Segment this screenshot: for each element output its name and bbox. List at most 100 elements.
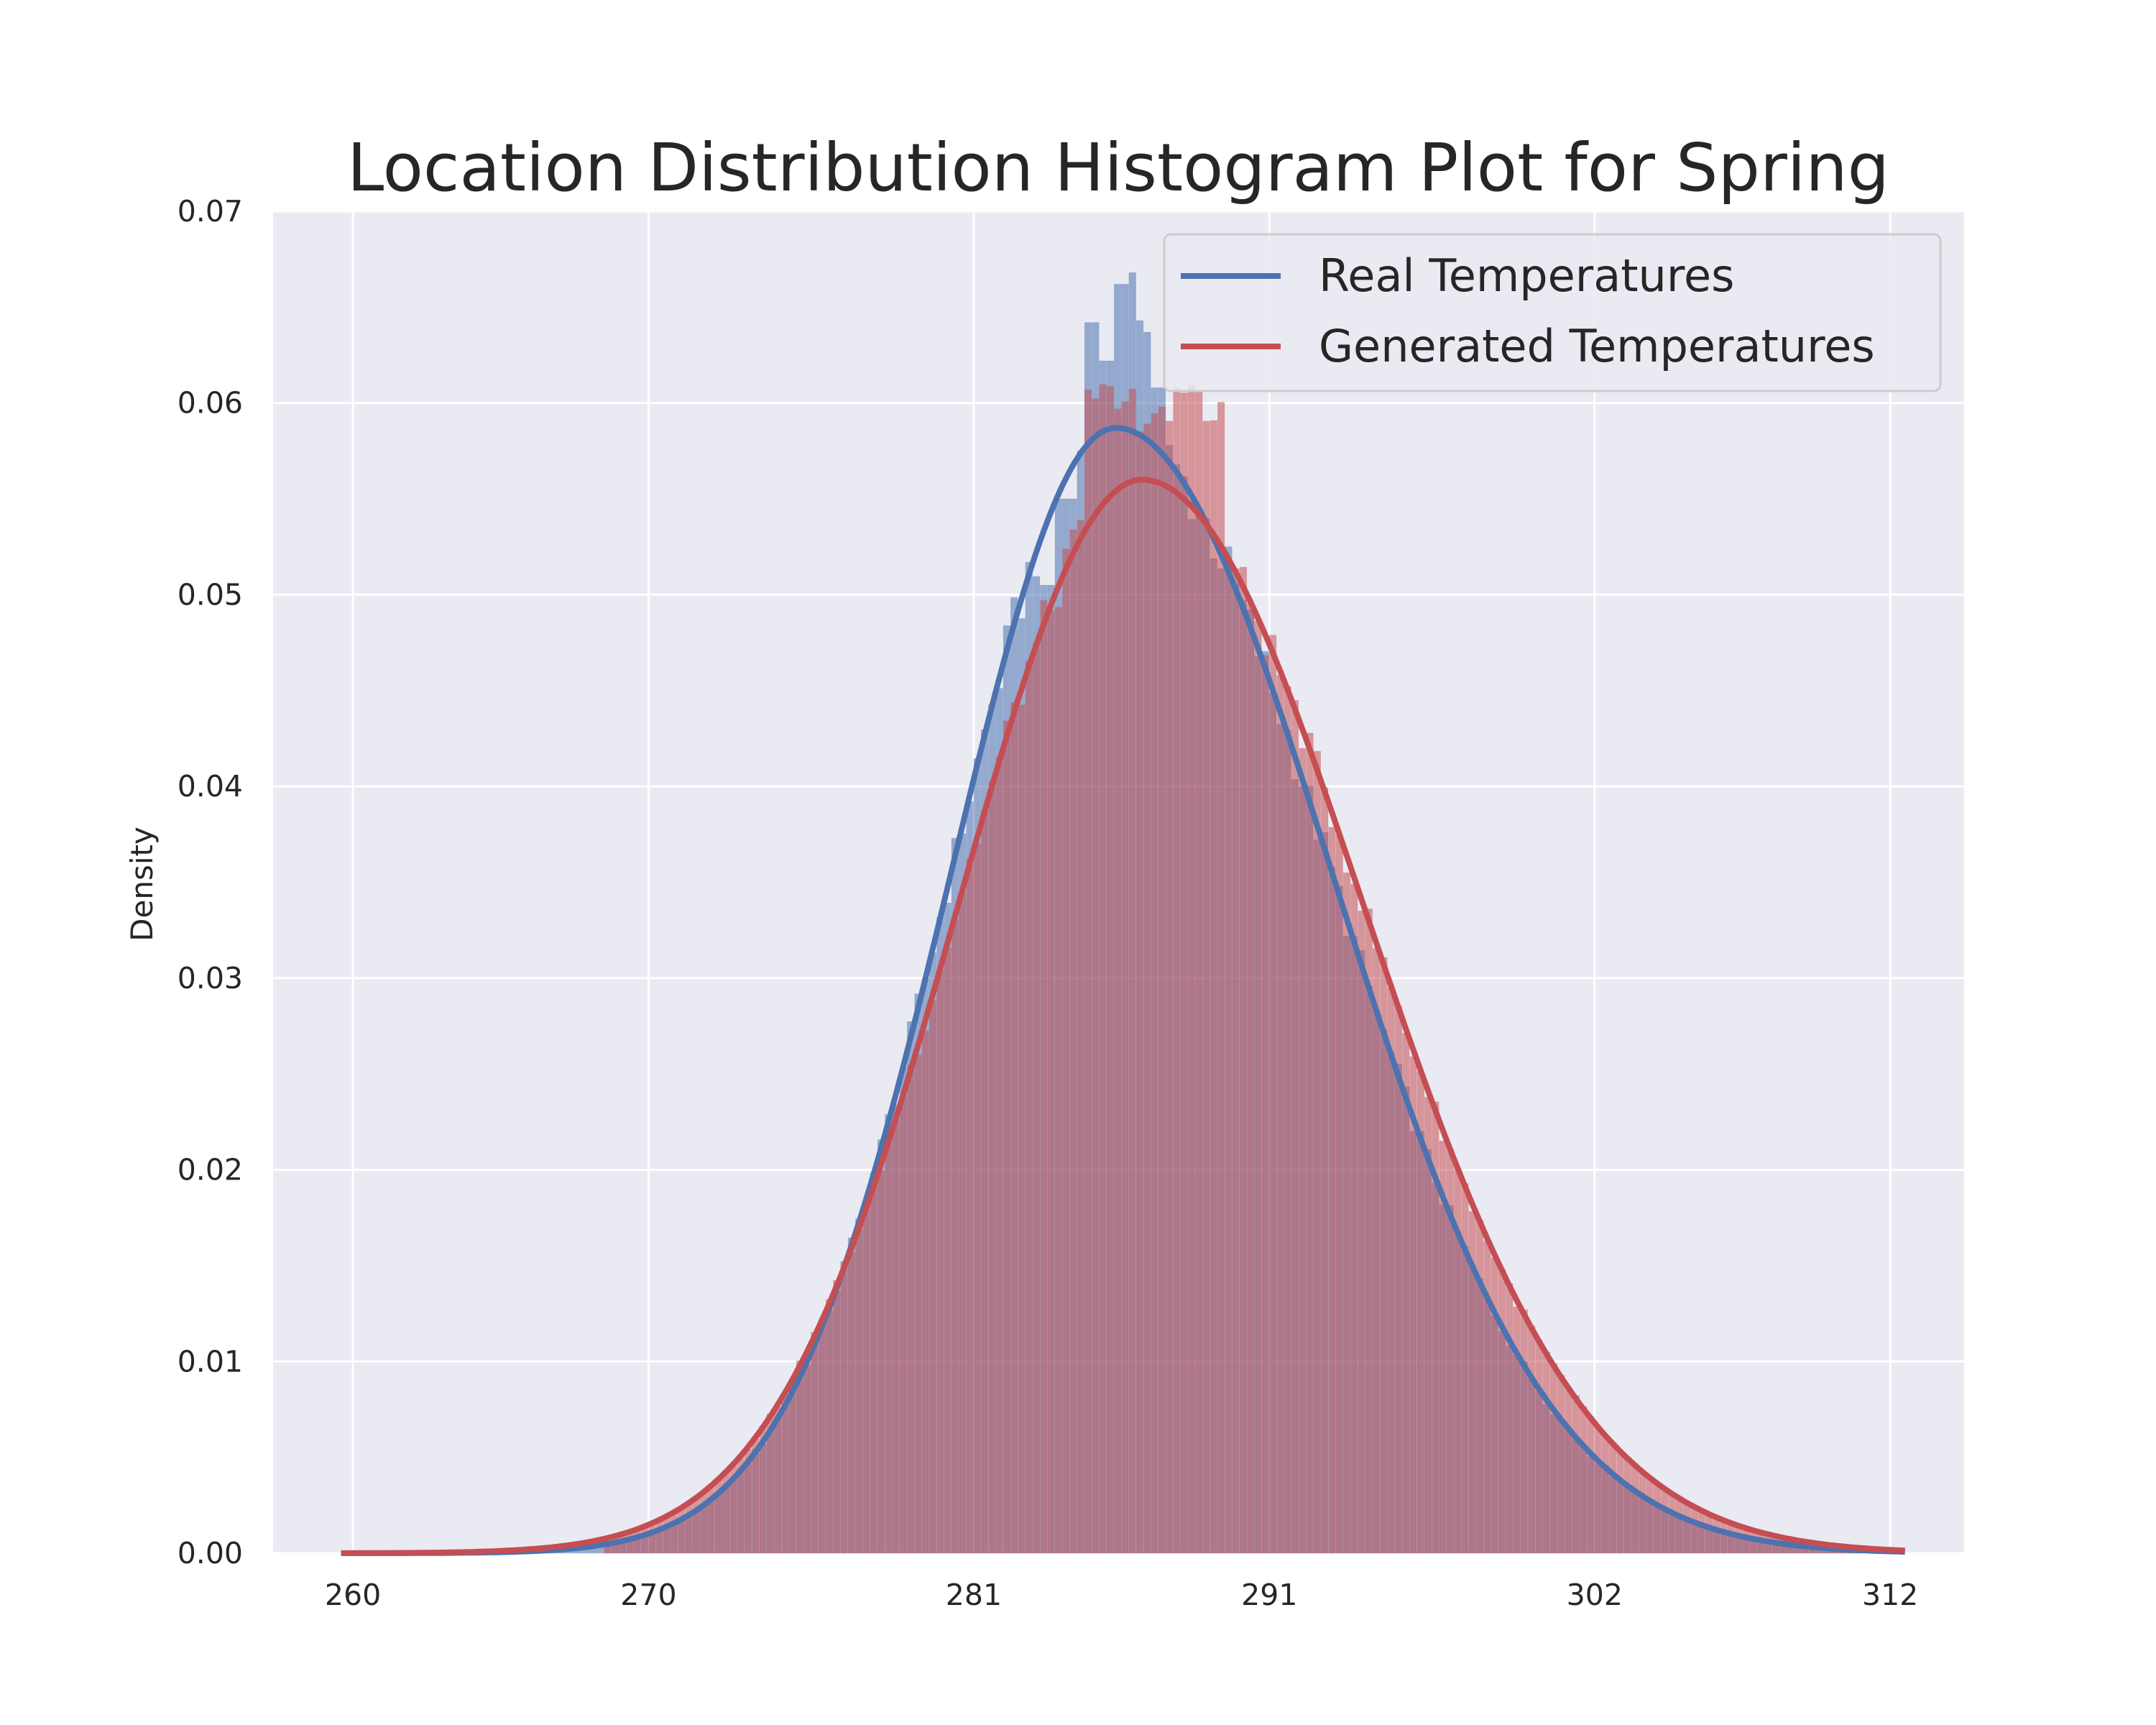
histogram-bar-generated xyxy=(1432,1101,1439,1554)
histogram-bar-generated xyxy=(796,1360,804,1554)
histogram-bar-generated xyxy=(1313,750,1321,1554)
histogram-bar-generated xyxy=(1682,1501,1691,1554)
histogram-bar-generated xyxy=(1166,420,1174,1554)
histogram-bar-generated xyxy=(1003,720,1011,1554)
histogram-bar-generated xyxy=(818,1320,826,1554)
histogram-bar-generated xyxy=(980,810,989,1554)
histogram-bar-generated xyxy=(1077,520,1084,1554)
histogram-bar-generated xyxy=(826,1299,834,1554)
histogram-bar-generated xyxy=(1623,1457,1631,1554)
histogram-bar-generated xyxy=(929,1000,937,1554)
histogram-bar-generated xyxy=(1506,1283,1514,1554)
histogram-bar-generated xyxy=(1225,568,1233,1554)
histogram-bar-generated xyxy=(1335,834,1343,1554)
histogram-bar-generated xyxy=(1054,607,1062,1554)
y-tick-label: 0.02 xyxy=(178,1153,243,1187)
histogram-bar-generated xyxy=(951,919,959,1554)
histogram-bar-generated xyxy=(1291,700,1299,1554)
histogram-bar-generated xyxy=(995,756,1003,1554)
histogram-bar-generated xyxy=(1350,883,1358,1554)
histogram-bar-generated xyxy=(1269,635,1277,1554)
histogram-bar-generated xyxy=(944,947,952,1554)
histogram-bar-generated xyxy=(833,1280,841,1554)
histogram-bar-generated xyxy=(1084,390,1092,1554)
histogram-bar-generated xyxy=(1018,704,1026,1554)
histogram-bar-generated xyxy=(847,1252,856,1554)
histogram-bar-generated xyxy=(1284,686,1291,1554)
histogram-bar-generated xyxy=(840,1266,848,1554)
histogram-bar-generated xyxy=(1365,908,1373,1554)
histogram-bar-generated xyxy=(1572,1395,1580,1554)
histogram-bar-generated xyxy=(648,1522,656,1554)
histogram-bar-generated xyxy=(1594,1427,1602,1554)
histogram-bar-generated xyxy=(1210,420,1217,1554)
histogram-bar-generated xyxy=(1040,599,1048,1554)
histogram-bar-generated xyxy=(885,1136,893,1554)
x-tick-labels: 260 270 281 291 302 312 xyxy=(325,1578,1918,1612)
histogram-bar-generated xyxy=(1713,1516,1720,1554)
histogram-bar-generated xyxy=(655,1519,663,1554)
histogram-bar-generated xyxy=(1121,401,1129,1554)
histogram-bar-generated xyxy=(1727,1523,1735,1554)
y-tick-label: 0.01 xyxy=(178,1344,243,1379)
histogram-bar-generated xyxy=(774,1406,782,1554)
histogram-bar-generated xyxy=(1025,660,1033,1554)
density-curve-real xyxy=(341,425,1905,1556)
histogram-bar-generated xyxy=(1668,1492,1676,1554)
histogram-bar-generated xyxy=(988,781,996,1554)
histogram-bar-generated xyxy=(1373,948,1381,1554)
y-tick-labels: 0.00 0.01 0.02 0.03 0.04 0.05 0.06 0.07 xyxy=(178,194,243,1570)
histogram-bar-generated xyxy=(803,1355,811,1554)
histogram-bar-generated xyxy=(1358,910,1365,1554)
histogram-bar-generated xyxy=(1439,1141,1447,1554)
histogram-bar-generated xyxy=(1180,392,1188,1554)
histogram-bar-generated xyxy=(1328,827,1336,1554)
histogram-bar-generated xyxy=(1010,702,1018,1554)
histogram-bar-generated xyxy=(1675,1498,1683,1554)
histogram-bar-generated xyxy=(1306,732,1314,1554)
histogram-bar-generated xyxy=(1697,1509,1705,1554)
histogram-bar-generated xyxy=(1616,1450,1624,1554)
histogram-bar-generated xyxy=(1653,1484,1662,1554)
y-tick-label: 0.04 xyxy=(178,769,243,804)
histogram-bar-generated xyxy=(1535,1340,1543,1554)
histogram-bar-generated xyxy=(1705,1513,1713,1554)
histogram-bar-generated xyxy=(973,843,981,1554)
x-tick-label: 302 xyxy=(1567,1578,1623,1612)
x-tick-label: 281 xyxy=(946,1578,1002,1612)
histogram-bar-generated xyxy=(1513,1306,1521,1554)
histogram-bar-generated xyxy=(1047,610,1055,1554)
histogram-bar-generated xyxy=(907,1064,915,1554)
histogram-bar-generated xyxy=(1720,1519,1728,1554)
x-tick-label: 291 xyxy=(1241,1578,1297,1612)
histogram-bar-generated xyxy=(1187,385,1196,1554)
legend-label-real: Real Temperatures xyxy=(1319,249,1734,302)
histogram-bar-generated xyxy=(788,1382,796,1554)
histogram-bar-generated xyxy=(1158,406,1166,1554)
histogram-bar-generated xyxy=(1202,420,1210,1554)
density-curves xyxy=(341,425,1905,1556)
histogram-bar-generated xyxy=(1217,402,1225,1554)
histogram-bar-generated xyxy=(685,1501,693,1554)
histogram-bar-generated xyxy=(1639,1471,1646,1554)
histogram-bar-generated xyxy=(1631,1463,1639,1554)
legend: Real Temperatures Generated Temperatures xyxy=(1163,233,1942,392)
histogram-bar-generated xyxy=(1549,1363,1558,1554)
histogram-bar-generated xyxy=(1173,387,1181,1554)
histogram-bar-generated xyxy=(936,970,944,1554)
histogram-bar-generated xyxy=(1557,1375,1565,1554)
y-tick-label: 0.06 xyxy=(178,386,243,420)
density-curve-generated xyxy=(341,477,1905,1556)
x-tick-label: 260 xyxy=(325,1578,381,1612)
histogram-bar-generated xyxy=(899,1096,908,1554)
histogram-bar-generated xyxy=(959,892,967,1554)
histogram-bar-generated xyxy=(862,1203,870,1554)
histogram-bar-generated xyxy=(1690,1506,1698,1554)
histogram-bar-generated xyxy=(1321,787,1329,1554)
histogram-bar-generated xyxy=(1254,620,1262,1554)
histogram-bar-generated xyxy=(663,1515,671,1554)
histogram-bar-generated xyxy=(892,1120,900,1554)
histogram-bar-generated xyxy=(1114,408,1122,1554)
chart-title: Location Distribution Histogram Plot for… xyxy=(347,129,1889,206)
histogram-bar-generated xyxy=(855,1229,863,1554)
